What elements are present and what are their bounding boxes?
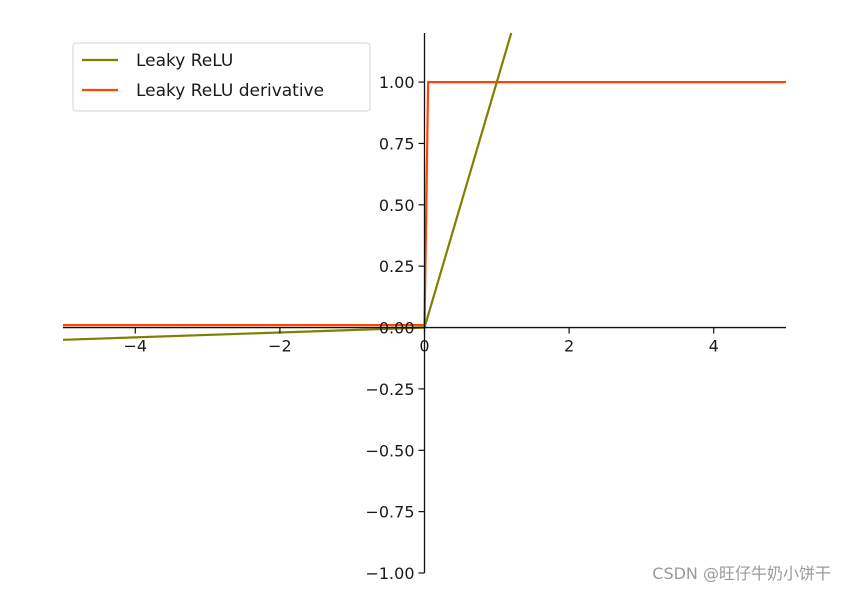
y-tick-label: −0.50	[365, 441, 414, 460]
y-tick-label: 0.25	[379, 257, 415, 276]
axes-layer	[63, 33, 786, 573]
y-tick-label: 0.00	[379, 319, 415, 338]
y-tick-label: −1.00	[365, 564, 414, 583]
x-tick-label: 2	[564, 337, 574, 356]
y-tick-label: 0.75	[379, 134, 415, 153]
y-tick-label: 1.00	[379, 73, 415, 92]
legend-label-2: Leaky ReLU derivative	[136, 81, 324, 101]
watermark: CSDN @旺仔牛奶小饼干	[652, 564, 831, 583]
x-tick-label: 0	[419, 337, 429, 356]
x-tick-label: −2	[268, 337, 292, 356]
y-tick-label: 0.50	[379, 196, 415, 215]
ticks-layer: −4 −2 0 2 4 −1.00 −0.75 −0.50 −0.25 0.00 0.25 0.50 0…	[124, 73, 719, 583]
y-tick-label: −0.75	[365, 503, 414, 522]
legend-label-1: Leaky ReLU	[136, 51, 233, 71]
x-tick-label: −4	[124, 337, 148, 356]
legend-box	[72, 42, 371, 112]
y-tick-label: −0.25	[365, 380, 414, 399]
legend: Leaky ReLU Leaky ReLU derivative	[72, 42, 371, 112]
x-tick-label: 4	[709, 337, 719, 356]
